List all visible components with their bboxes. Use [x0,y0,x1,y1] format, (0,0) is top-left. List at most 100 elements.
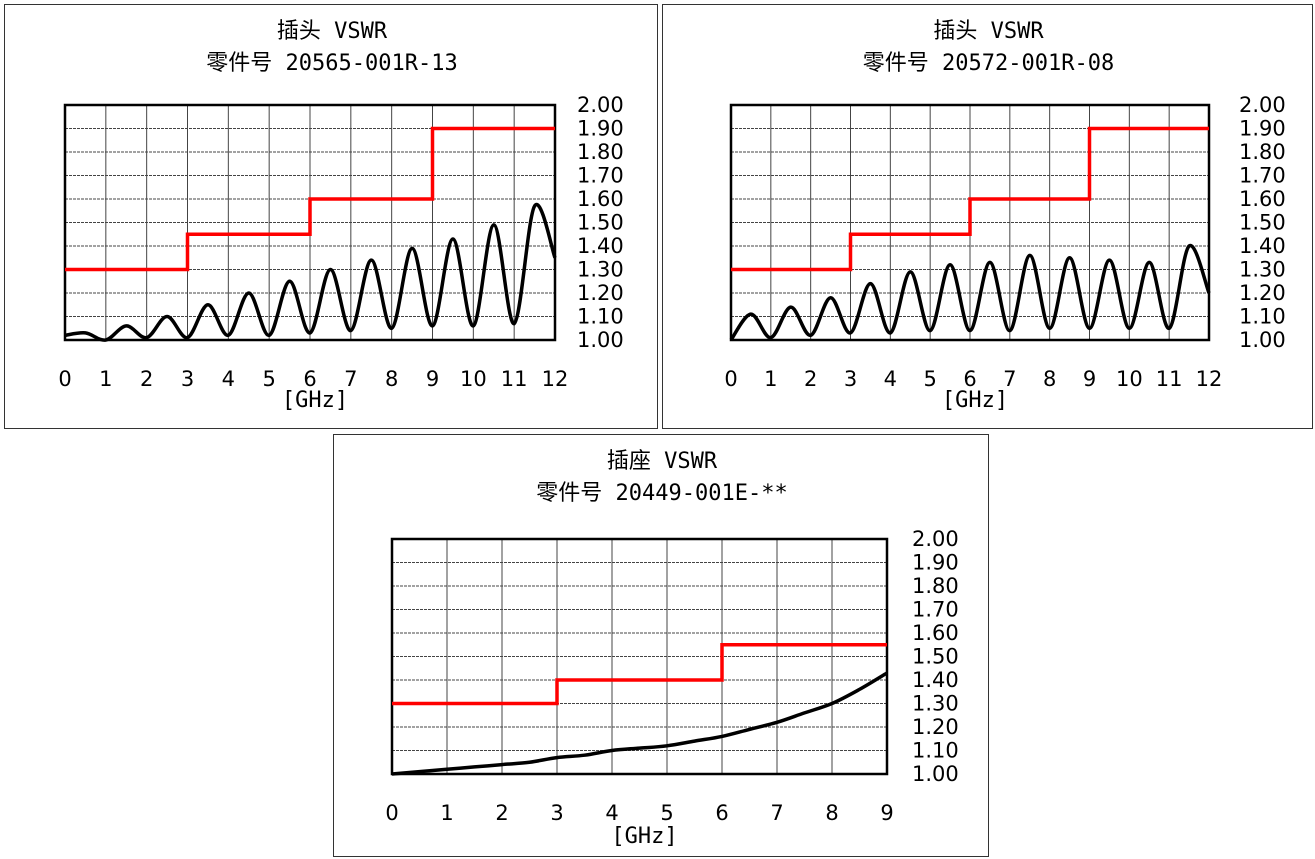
x-tick-label: 8 [385,367,398,391]
x-tick-label: 10 [1116,367,1143,391]
series-point [790,306,792,308]
series-limit-line [65,126,555,272]
series-point [849,332,852,334]
series-point [858,688,861,691]
y-tick-label: 1.90 [1239,117,1286,141]
series-point [1048,327,1051,330]
series-measured-line [391,671,888,776]
series-point [748,728,751,731]
series-point [431,325,434,327]
x-tick-label: 6 [303,367,316,391]
series-point [145,336,148,339]
x-tick-label: 1 [764,367,777,391]
y-tick-label: 1.30 [1239,258,1286,282]
y-tick-label: 1.20 [912,715,959,739]
series-point [452,238,454,240]
series-point [929,329,931,332]
y-tick-label: 1.60 [912,621,959,645]
series-point [446,768,448,771]
series-point [411,247,413,250]
series-point [730,339,732,341]
series-limit-line [392,643,887,706]
y-tick-label: 1.40 [912,668,959,692]
y-tick-label: 1.50 [912,645,959,669]
series-point [829,296,832,299]
x-tick-label: 4 [222,367,235,391]
x-axis-unit-label: [GHz] [282,388,348,413]
series-point [1088,327,1091,330]
x-axis-unit-label: [GHz] [611,824,677,849]
x-tick-label: 0 [58,367,71,391]
y-tick-label: 1.50 [1239,211,1286,235]
series-point [1148,261,1151,264]
plot-frame [729,103,1211,342]
chart-plug-13: 插头 VSWR 零件号 20565-001R-13 2.001.901.801.70… [58,19,624,413]
series-point [666,745,668,747]
x-tick-label: 0 [385,801,398,825]
series-point [268,334,271,337]
series-point [288,280,291,283]
chart-subtitle: 零件号 20572-001R-08 [863,51,1114,76]
series-point [186,336,189,339]
y-tick-label: 1.70 [577,164,624,188]
series-point [554,257,556,259]
x-tick-label: 9 [1083,367,1096,391]
series-point [869,282,872,285]
series-point [1168,327,1170,330]
series-point [227,334,230,337]
series-point [1128,327,1131,330]
series-point [949,264,951,266]
y-tick-label: 1.70 [1239,164,1286,188]
series-point [809,334,812,337]
chart-panel-plug-13: 插头 VSWR 零件号 20565-001R-13 2.00 1.90 1.80 1.70… [4,4,658,429]
series-point [513,322,515,325]
x-tick-label: 9 [426,367,439,391]
series-point [309,332,311,334]
series-point [473,766,476,768]
y-tick-label: 1.90 [577,117,624,141]
series-point [583,754,586,756]
series-point [776,721,778,724]
series-point [533,205,536,207]
series-point [969,329,971,332]
y-tick-label: 2.00 [912,527,959,551]
series-point [390,327,393,330]
series-point [989,261,991,264]
series-point [493,224,495,226]
x-axis-unit-label: [GHz] [942,388,1008,413]
y-tick-label: 1.10 [912,739,959,763]
series-point [611,749,613,752]
x-tick-label: 2 [804,367,817,391]
y-tick-label: 1.60 [577,187,624,211]
series-point [472,325,475,327]
series-point [418,770,421,773]
y-tick-label: 1.30 [577,258,624,282]
x-tick-label: 3 [181,367,194,391]
series-point [831,702,833,705]
x-tick-label: 8 [1043,367,1056,391]
y-tick-label: 1.00 [577,328,624,352]
x-tick-label: 3 [550,801,563,825]
y-tick-label: 1.60 [1239,187,1286,211]
series-point [886,672,888,674]
series-point [1108,259,1111,261]
x-tick-label: 5 [262,367,275,391]
y-tick-label: 1.00 [912,762,959,786]
chart-title: 插头 VSWR [933,19,1044,44]
y-tick-label: 2.00 [577,93,624,117]
series-point [125,325,128,327]
series-point [750,313,752,315]
grid [391,538,888,775]
chart-subtitle: 零件号 20449-001E-** [536,481,787,506]
series-point [770,336,772,339]
series-point [1188,245,1190,247]
x-tick-label: 5 [923,367,936,391]
series-point [248,292,250,294]
x-tick-label: 11 [1156,367,1183,391]
y-tick-label: 1.10 [577,305,624,329]
y-tick-label: 1.70 [912,598,959,622]
series-point [350,329,352,332]
x-tick-label: 4 [884,367,897,391]
y-tick-label: 1.00 [1239,328,1286,352]
series-point [1029,254,1031,257]
